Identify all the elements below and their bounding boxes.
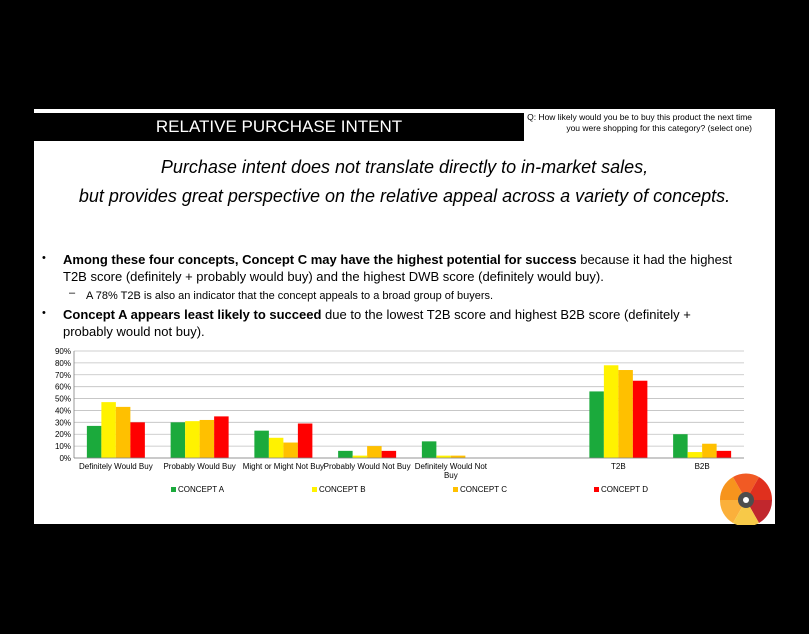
x-tick-label: Might or Might Not Buy — [243, 462, 324, 471]
bullet-marker: • — [42, 252, 46, 264]
x-tick-label: Definitely Would Not Buy — [415, 462, 488, 480]
bar — [603, 365, 619, 458]
bar — [338, 450, 353, 458]
legend-swatch — [453, 487, 458, 492]
x-tick-label: Probably Would Buy — [163, 462, 235, 471]
y-tick-label: 0% — [59, 454, 71, 463]
bar — [436, 455, 451, 458]
headline-line-2: but provides great perspective on the re… — [78, 186, 731, 206]
bar — [381, 450, 397, 458]
legend-label: CONCEPT C — [460, 485, 507, 494]
legend-swatch — [594, 487, 599, 492]
bar — [86, 425, 102, 458]
bar — [170, 422, 186, 458]
x-tick-label: Probably Would Not Buy — [324, 462, 411, 471]
legend-label: CONCEPT D — [601, 485, 648, 494]
y-tick-label: 10% — [55, 442, 71, 451]
y-tick-label: 50% — [55, 395, 71, 404]
x-tick-label: B2B — [695, 462, 710, 471]
bar — [716, 450, 732, 458]
bullet-concept-c: Among these four concepts, Concept C may… — [63, 251, 743, 285]
bar — [199, 419, 215, 458]
bullet-marker: • — [42, 307, 46, 319]
bar — [214, 416, 229, 458]
bullet-2-text: due to the lowest T2B score and highest … — [63, 307, 691, 339]
bar — [632, 380, 648, 458]
bar — [297, 423, 313, 458]
sub-bullet-t2b: A 78% T2B is also an indicator that the … — [86, 290, 494, 302]
y-tick-label: 70% — [55, 371, 71, 380]
bar — [254, 430, 269, 458]
sub-bullet-marker: – — [69, 287, 76, 299]
x-tick-label: T2B — [611, 462, 626, 471]
bar — [283, 442, 298, 458]
bar — [618, 370, 633, 458]
y-tick-label: 60% — [55, 383, 71, 392]
brand-wheel-logo — [719, 473, 773, 525]
page-title: RELATIVE PURCHASE INTENT — [155, 117, 403, 136]
y-tick-label: 20% — [55, 430, 71, 439]
headline-line-1: Purchase intent does not translate direc… — [160, 157, 649, 177]
bar — [115, 406, 131, 458]
bar — [589, 391, 604, 458]
bar — [367, 446, 382, 458]
bullet-1-text: because it had the highest T2B score (de… — [63, 252, 732, 284]
legend-label: CONCEPT A — [178, 485, 225, 494]
bar — [450, 455, 466, 458]
bullet-2-bold: Concept A appears least likely to succee… — [63, 307, 322, 322]
bar — [702, 443, 717, 458]
y-tick-label: 80% — [55, 359, 71, 368]
bullet-concept-a: Concept A appears least likely to succee… — [63, 306, 743, 340]
bullet-1-bold: Among these four concepts, Concept C may… — [63, 252, 577, 267]
y-tick-label: 40% — [55, 406, 71, 415]
legend-swatch — [312, 487, 317, 492]
bar — [352, 455, 368, 458]
bar — [673, 434, 688, 458]
y-tick-label: 30% — [55, 418, 71, 427]
bar — [101, 402, 116, 458]
bar — [268, 437, 284, 458]
legend-label: CONCEPT B — [319, 485, 366, 494]
x-tick-label: Definitely Would Buy — [79, 462, 153, 471]
bar — [687, 452, 703, 458]
slide: RELATIVE PURCHASE INTENT Q: How likely w… — [34, 109, 775, 525]
purchase-intent-bar-chart: 0% 10% 20% 30% 40% 50% 60% 70% 80% 90% Definitely … — [55, 347, 744, 494]
bar — [185, 421, 200, 458]
bar — [421, 441, 437, 458]
title-bar: RELATIVE PURCHASE INTENT — [34, 113, 524, 141]
y-tick-label: 90% — [55, 347, 71, 356]
legend-swatch — [171, 487, 176, 492]
bar — [130, 422, 145, 458]
survey-question: Q: How likely would you be to buy this p… — [527, 112, 752, 133]
